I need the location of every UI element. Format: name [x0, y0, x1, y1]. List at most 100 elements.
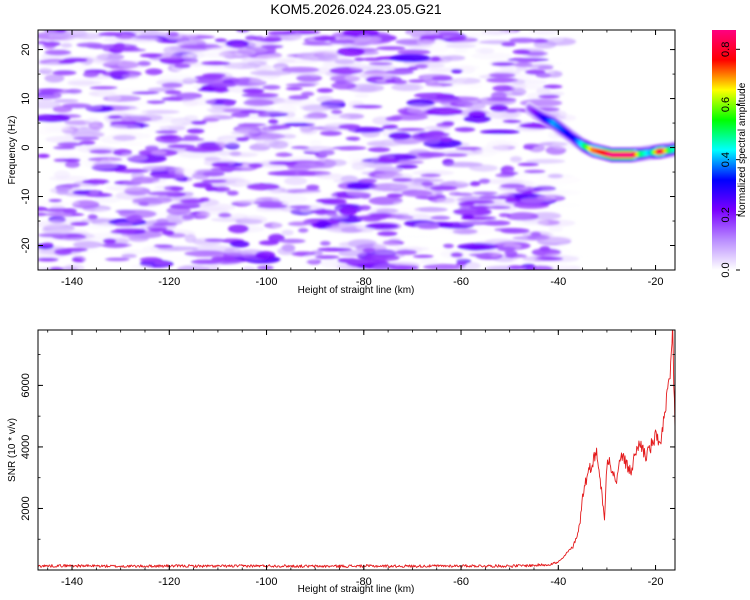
noise-peak — [190, 259, 222, 265]
noise-peak — [258, 240, 279, 246]
noise-peak — [169, 186, 185, 192]
noise-blob — [64, 161, 81, 168]
noise-blob — [395, 214, 414, 220]
noise-peak — [167, 144, 196, 149]
noise-blob — [560, 250, 576, 256]
noise-blob — [461, 214, 474, 220]
noise-peak — [489, 72, 516, 78]
noise-blob — [485, 134, 511, 140]
noise-blob — [243, 99, 275, 107]
noise-blob — [140, 109, 180, 114]
noise-peak — [147, 191, 179, 196]
noise-peak — [202, 171, 225, 177]
noise-peak — [390, 265, 419, 270]
noise-peak — [214, 38, 227, 43]
noise-blob — [552, 201, 582, 209]
x-tick-label: -120 — [158, 576, 180, 588]
noise-blob — [338, 249, 367, 257]
noise-blob — [351, 162, 367, 171]
noise-blob — [276, 99, 316, 106]
snr-series-line — [38, 330, 675, 568]
noise-peak — [456, 261, 468, 266]
noise-peak — [52, 69, 77, 76]
noise-peak — [63, 158, 81, 163]
noise-blob — [276, 105, 298, 114]
noise-blob — [317, 247, 353, 252]
noise-peak — [139, 53, 163, 58]
noise-blob — [94, 208, 111, 216]
noise-peak — [256, 203, 288, 209]
noise-blob — [218, 150, 232, 157]
noise-peak — [289, 205, 312, 209]
noise-blob — [191, 116, 220, 122]
noise-peak — [396, 127, 426, 132]
noise-peak — [146, 100, 166, 105]
noise-peak — [267, 170, 298, 176]
noise-blob — [184, 234, 197, 243]
noise-peak — [230, 43, 247, 49]
noise-peak — [38, 212, 47, 217]
noise-blob — [332, 145, 367, 151]
noise-blob — [510, 156, 523, 163]
noise-blob — [382, 124, 399, 130]
noise-blob — [424, 114, 465, 123]
noise-blob — [407, 108, 425, 114]
spectrogram-x-axis-label: Height of straight line (km) — [298, 285, 415, 296]
noise-peak — [267, 30, 296, 35]
noise-blob — [342, 30, 380, 38]
noise-peak — [512, 49, 531, 55]
noise-blobs — [38, 30, 587, 270]
noise-blob — [111, 203, 145, 211]
noise-peak — [415, 196, 442, 200]
noise-peak — [454, 192, 473, 197]
noise-blob — [45, 135, 82, 143]
noise-blob — [376, 208, 400, 214]
noise-blob — [512, 255, 535, 264]
noise-blob — [357, 34, 372, 42]
noise-blob — [239, 215, 268, 225]
noise-peak — [420, 173, 441, 178]
noise-blob — [538, 94, 560, 99]
noise-peak — [413, 254, 434, 259]
noise-peak — [504, 250, 518, 256]
noise-blob — [38, 220, 67, 228]
noise-blob — [155, 54, 195, 60]
y-tick-label: -10 — [20, 189, 32, 205]
x-tick-label: -60 — [453, 276, 469, 288]
noise-blob — [143, 184, 171, 189]
noise-blob — [142, 165, 177, 172]
noise-blob — [334, 58, 355, 65]
noise-peak — [211, 256, 237, 262]
noise-blob — [432, 232, 468, 242]
noise-peak — [115, 222, 134, 227]
noise-peak — [61, 183, 81, 188]
noise-blob — [265, 189, 284, 195]
noise-blob — [246, 182, 280, 191]
noise-peak — [161, 82, 183, 88]
x-tick-label: -60 — [453, 576, 469, 588]
noise-peak — [38, 41, 49, 45]
noise-peak — [360, 194, 371, 199]
noise-blob — [469, 164, 498, 172]
colorbar-tick-label: 0.4 — [720, 152, 732, 167]
noise-peak — [385, 79, 396, 83]
noise-peak — [62, 103, 92, 109]
x-tick-label: -80 — [356, 276, 372, 288]
noise-blob — [152, 179, 185, 185]
noise-blob — [209, 190, 234, 196]
noise-peak — [62, 208, 78, 214]
noise-peak — [138, 201, 150, 207]
noise-blob — [157, 255, 196, 262]
noise-peak — [450, 252, 464, 258]
noise-peak — [319, 241, 331, 246]
noise-peak — [82, 71, 99, 78]
noise-peak — [57, 142, 84, 147]
noise-blob — [121, 253, 138, 259]
noise-peak — [268, 124, 291, 130]
noise-peak — [231, 112, 251, 118]
noise-peak — [201, 179, 228, 183]
noise-blob — [548, 57, 571, 63]
noise-blob — [509, 82, 527, 90]
noise-blob — [203, 119, 244, 127]
noise-peak — [242, 88, 265, 94]
